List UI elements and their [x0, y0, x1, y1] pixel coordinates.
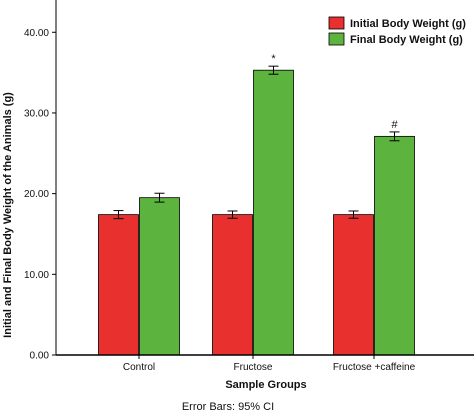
bar-initial-2: [333, 214, 374, 356]
significance-marker: *: [271, 53, 276, 65]
x-tick-label: Control: [123, 362, 155, 373]
error-bar: [268, 65, 279, 75]
bar-final-2: [374, 135, 415, 356]
legend-swatch-1: [328, 32, 345, 46]
legend-swatch-0: [328, 16, 345, 30]
significance-marker: #: [391, 119, 398, 131]
x-tick-label: Fructose +caffeine: [333, 362, 416, 373]
legend-label-0: Initial Body Weight (g): [350, 18, 466, 30]
y-tick-label: 30.00: [24, 108, 49, 119]
bar-initial-1: [212, 214, 253, 356]
x-axis: Control Fructose Fructose +caffeine: [56, 354, 474, 373]
legend-label-1: Final Body Weight (g): [350, 34, 463, 46]
plot-area: *#: [56, 53, 474, 356]
x-axis-title: Sample Groups: [225, 379, 306, 391]
y-tick-label: 0.00: [30, 351, 50, 362]
bar-final-0: [139, 197, 180, 356]
y-axis: 0.00 10.00 20.00 30.00 40.00: [24, 0, 57, 362]
y-tick-label: 40.00: [24, 28, 49, 39]
y-tick-label: 20.00: [24, 189, 49, 200]
y-axis-title: Initial and Final Body Weight of the Ani…: [2, 92, 14, 338]
y-tick-label: 10.00: [24, 270, 49, 281]
error-bar: [113, 210, 124, 220]
error-bar: [348, 210, 359, 219]
error-bar: [154, 192, 165, 203]
bar-final-1: [253, 69, 294, 356]
bar-initial-0: [98, 214, 139, 356]
error-bars-footnote: Error Bars: 95% CI: [182, 401, 274, 412]
legend: Initial Body Weight (g) Final Body Weight…: [328, 16, 466, 46]
error-bar: [227, 210, 238, 219]
error-bar: [389, 131, 400, 142]
x-tick-label: Fructose: [234, 362, 273, 373]
